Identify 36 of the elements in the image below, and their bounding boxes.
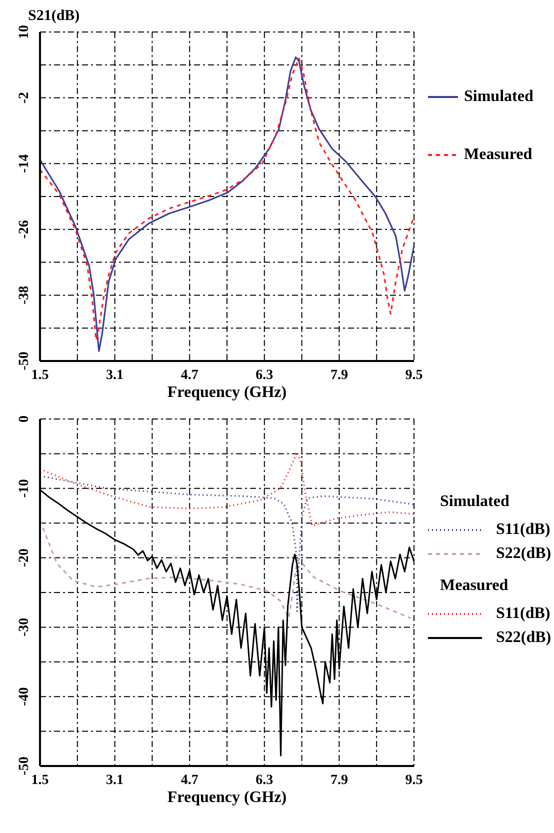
- text: Measured: [440, 577, 510, 595]
- x-tick-label: 4.7: [180, 368, 198, 383]
- legend-label: Simulated: [464, 88, 534, 106]
- y-tick-label: -50: [17, 352, 32, 370]
- x-tick-label: 7.9: [330, 772, 348, 788]
- x-tick-label: 4.7: [180, 772, 198, 788]
- x-tick-label: 3.1: [106, 772, 124, 788]
- x-tick-label: 9.5: [405, 368, 423, 383]
- y-axis-title: S21(dB): [28, 8, 80, 25]
- x-axis-title: Frequency (GHz): [167, 384, 287, 401]
- x-axis-title: Frequency (GHz): [167, 789, 287, 806]
- legend-label: S22(dB): [496, 629, 552, 647]
- y-tick-label: -26: [17, 220, 32, 239]
- y-tick-label: -14: [17, 154, 32, 173]
- line-series: [40, 520, 412, 619]
- y-tick-label: -2: [17, 92, 32, 104]
- legend-label: S22(dB): [496, 545, 552, 563]
- y-tick-label: -10: [17, 479, 32, 498]
- x-tick-label: 1.5: [31, 368, 49, 383]
- x-tick-label: 6.3: [256, 368, 274, 383]
- text: Simulated: [440, 493, 510, 511]
- y-tick-label: -38: [17, 286, 32, 305]
- y-tick-label: -20: [17, 548, 32, 568]
- x-tick-label: 1.5: [31, 772, 49, 788]
- legend-label: S11(dB): [496, 605, 550, 623]
- legend-label: S11(dB): [496, 521, 550, 539]
- x-tick-label: 9.5: [405, 772, 423, 788]
- y-tick-label: -50: [17, 756, 32, 776]
- legend-label: Measured: [464, 146, 532, 164]
- y-tick-label: 0: [17, 416, 32, 422]
- y-tick-label: 10: [17, 25, 32, 39]
- y-tick-label: -40: [17, 687, 32, 706]
- x-tick-label: 3.1: [106, 368, 124, 383]
- x-tick-label: 7.9: [330, 368, 348, 383]
- x-tick-label: 6.3: [256, 772, 274, 788]
- y-tick-label: -30: [17, 618, 32, 637]
